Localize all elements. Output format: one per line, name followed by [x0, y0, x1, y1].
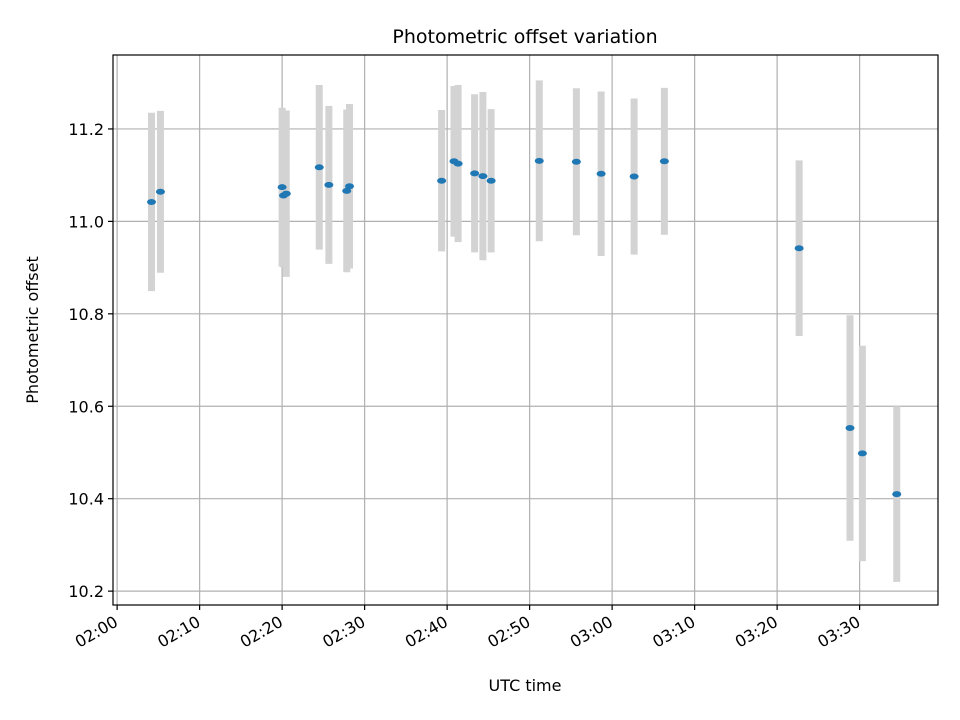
data-point [147, 198, 156, 205]
data-point [453, 160, 463, 167]
data-point [470, 170, 480, 177]
data-point [277, 184, 287, 191]
y-tick-label: 10.6 [68, 397, 104, 416]
data-point [486, 177, 496, 184]
plot-frame [112, 54, 939, 606]
data-point [845, 424, 855, 431]
data-point [857, 450, 867, 457]
y-axis-title: Photometric offset [23, 256, 42, 404]
data-point [629, 173, 639, 180]
y-tick-label: 10.8 [68, 305, 104, 324]
y-tick-label: 10.4 [68, 490, 104, 509]
y-axis-ticks: 10.2 10.4 10.6 10.8 11.0 11.2 [68, 120, 113, 601]
data-points [147, 157, 902, 498]
data-point [534, 157, 544, 164]
data-point [571, 158, 581, 165]
data-point [314, 164, 324, 171]
chart-title: Photometric offset variation [392, 26, 657, 48]
y-tick-label: 10.2 [68, 582, 104, 601]
y-tick-label: 11.2 [68, 120, 104, 139]
data-point [478, 173, 488, 180]
data-point [892, 491, 902, 498]
data-point [324, 181, 334, 188]
data-point [342, 187, 352, 194]
x-axis-title: UTC time [489, 676, 562, 695]
data-point [281, 190, 291, 197]
data-point [596, 170, 606, 177]
data-point [437, 177, 447, 184]
data-point [155, 188, 165, 195]
data-point [659, 158, 669, 165]
data-point [345, 183, 354, 190]
data-point [794, 245, 804, 252]
y-tick-label: 11.0 [68, 212, 104, 231]
